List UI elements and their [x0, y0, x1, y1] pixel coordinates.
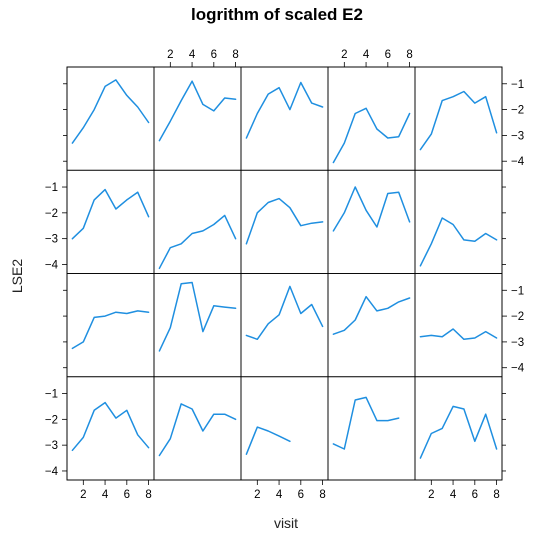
series-line [71, 310, 150, 350]
y-tick-label: −4 [45, 259, 59, 271]
panel-3-4 [327, 273, 416, 378]
series-line [158, 80, 237, 142]
x-tick-label: 2 [167, 49, 173, 61]
y-tick-label: −1 [511, 79, 524, 91]
panel-grid [66, 66, 503, 481]
x-tick-label: 2 [341, 49, 347, 61]
x-tick-label: 8 [232, 49, 238, 61]
outer-frame [66, 66, 503, 481]
x-tick-label: 6 [298, 489, 304, 501]
series-line [245, 426, 291, 455]
panel-2-4 [327, 169, 416, 274]
panel-2-5 [414, 169, 503, 274]
panel-frame [153, 273, 242, 378]
panel-1-1 [66, 66, 155, 171]
y-tick-label: −3 [45, 234, 58, 246]
y-tick-label: −4 [511, 363, 525, 375]
panel-4-3 [240, 376, 329, 481]
y-axis-label: LSE2 [9, 259, 25, 293]
panel-frame [66, 376, 155, 481]
x-tick-label: 8 [145, 489, 151, 501]
x-tick-label: 4 [189, 49, 196, 61]
series-line [419, 90, 498, 151]
y-tick-label: −1 [45, 389, 58, 401]
x-axis-label: visit [274, 515, 298, 531]
series-line [419, 405, 498, 459]
panel-frame [327, 273, 416, 378]
y-tick-label: −2 [511, 105, 524, 117]
x-tick-label: 4 [363, 49, 370, 61]
y-tick-label: −4 [45, 466, 59, 478]
x-tick-label: 6 [211, 49, 217, 61]
panel-frame [240, 273, 329, 378]
panel-frame [240, 376, 329, 481]
panel-3-3 [240, 273, 329, 378]
y-tick-label: −3 [45, 440, 58, 452]
series-line [71, 79, 150, 144]
y-tick-label: −4 [511, 156, 525, 168]
panel-2-2 [153, 169, 242, 274]
panel-frame [414, 169, 503, 274]
series-line [419, 328, 498, 341]
x-tick-label: 6 [472, 489, 478, 501]
panel-frame [153, 376, 242, 481]
panel-frame [414, 376, 503, 481]
series-line [158, 281, 237, 352]
series-line [158, 403, 237, 457]
panel-frame [66, 169, 155, 274]
panel-3-2 [153, 273, 242, 378]
x-tick-label: 6 [124, 489, 130, 501]
panel-2-1 [66, 169, 155, 274]
y-tick-label: −3 [511, 130, 524, 142]
series-line [245, 197, 324, 245]
panel-frame [414, 273, 503, 378]
panel-1-3 [240, 66, 329, 171]
x-tick-label: 8 [406, 49, 412, 61]
x-tick-label: 4 [276, 489, 283, 501]
series-line [71, 401, 150, 452]
x-tick-label: 8 [319, 489, 325, 501]
x-tick-label: 8 [493, 489, 499, 501]
y-tick-label: −1 [45, 182, 58, 194]
panel-3-1 [66, 273, 155, 378]
x-tick-label: 4 [102, 489, 109, 501]
panel-4-4 [327, 376, 416, 481]
y-tick-label: −1 [511, 285, 524, 297]
panel-frame [153, 66, 242, 171]
panel-2-3 [240, 169, 329, 274]
series-line [332, 295, 411, 335]
series-line [71, 188, 150, 240]
series-line [419, 217, 498, 267]
y-tick-label: −2 [45, 414, 58, 426]
x-tick-label: 2 [428, 489, 434, 501]
y-tick-label: −3 [511, 337, 524, 349]
panel-4-5 [414, 376, 503, 481]
panel-frame [327, 169, 416, 274]
series-line [332, 186, 411, 232]
panel-1-5 [414, 66, 503, 171]
panel-frame [327, 376, 416, 481]
panel-4-1 [66, 376, 155, 481]
panel-frame [414, 66, 503, 171]
axes: 2 4 6 8 2 4 6 8 2 4 6 8 2 4 6 8 2 4 6 8 −1 −2 −3 −4 −1 −2 −3 −4 −1 −2… [45, 49, 525, 501]
x-tick-label: 2 [80, 489, 86, 501]
series-line [332, 107, 411, 164]
panel-frame [66, 273, 155, 378]
series-line [245, 285, 324, 341]
series-line [158, 214, 237, 270]
panel-frame [240, 66, 329, 171]
y-tick-label: −2 [511, 311, 524, 323]
x-tick-label: 2 [254, 489, 260, 501]
series-line [332, 396, 400, 450]
panel-4-2 [153, 376, 242, 481]
chart-title: logrithm of scaled E2 [191, 5, 363, 24]
panel-1-4 [327, 66, 416, 171]
y-tick-label: −2 [45, 208, 58, 220]
x-tick-label: 6 [385, 49, 391, 61]
panel-3-5 [414, 273, 503, 378]
panel-1-2 [153, 66, 242, 171]
series-line [245, 81, 324, 139]
x-tick-label: 4 [450, 489, 457, 501]
